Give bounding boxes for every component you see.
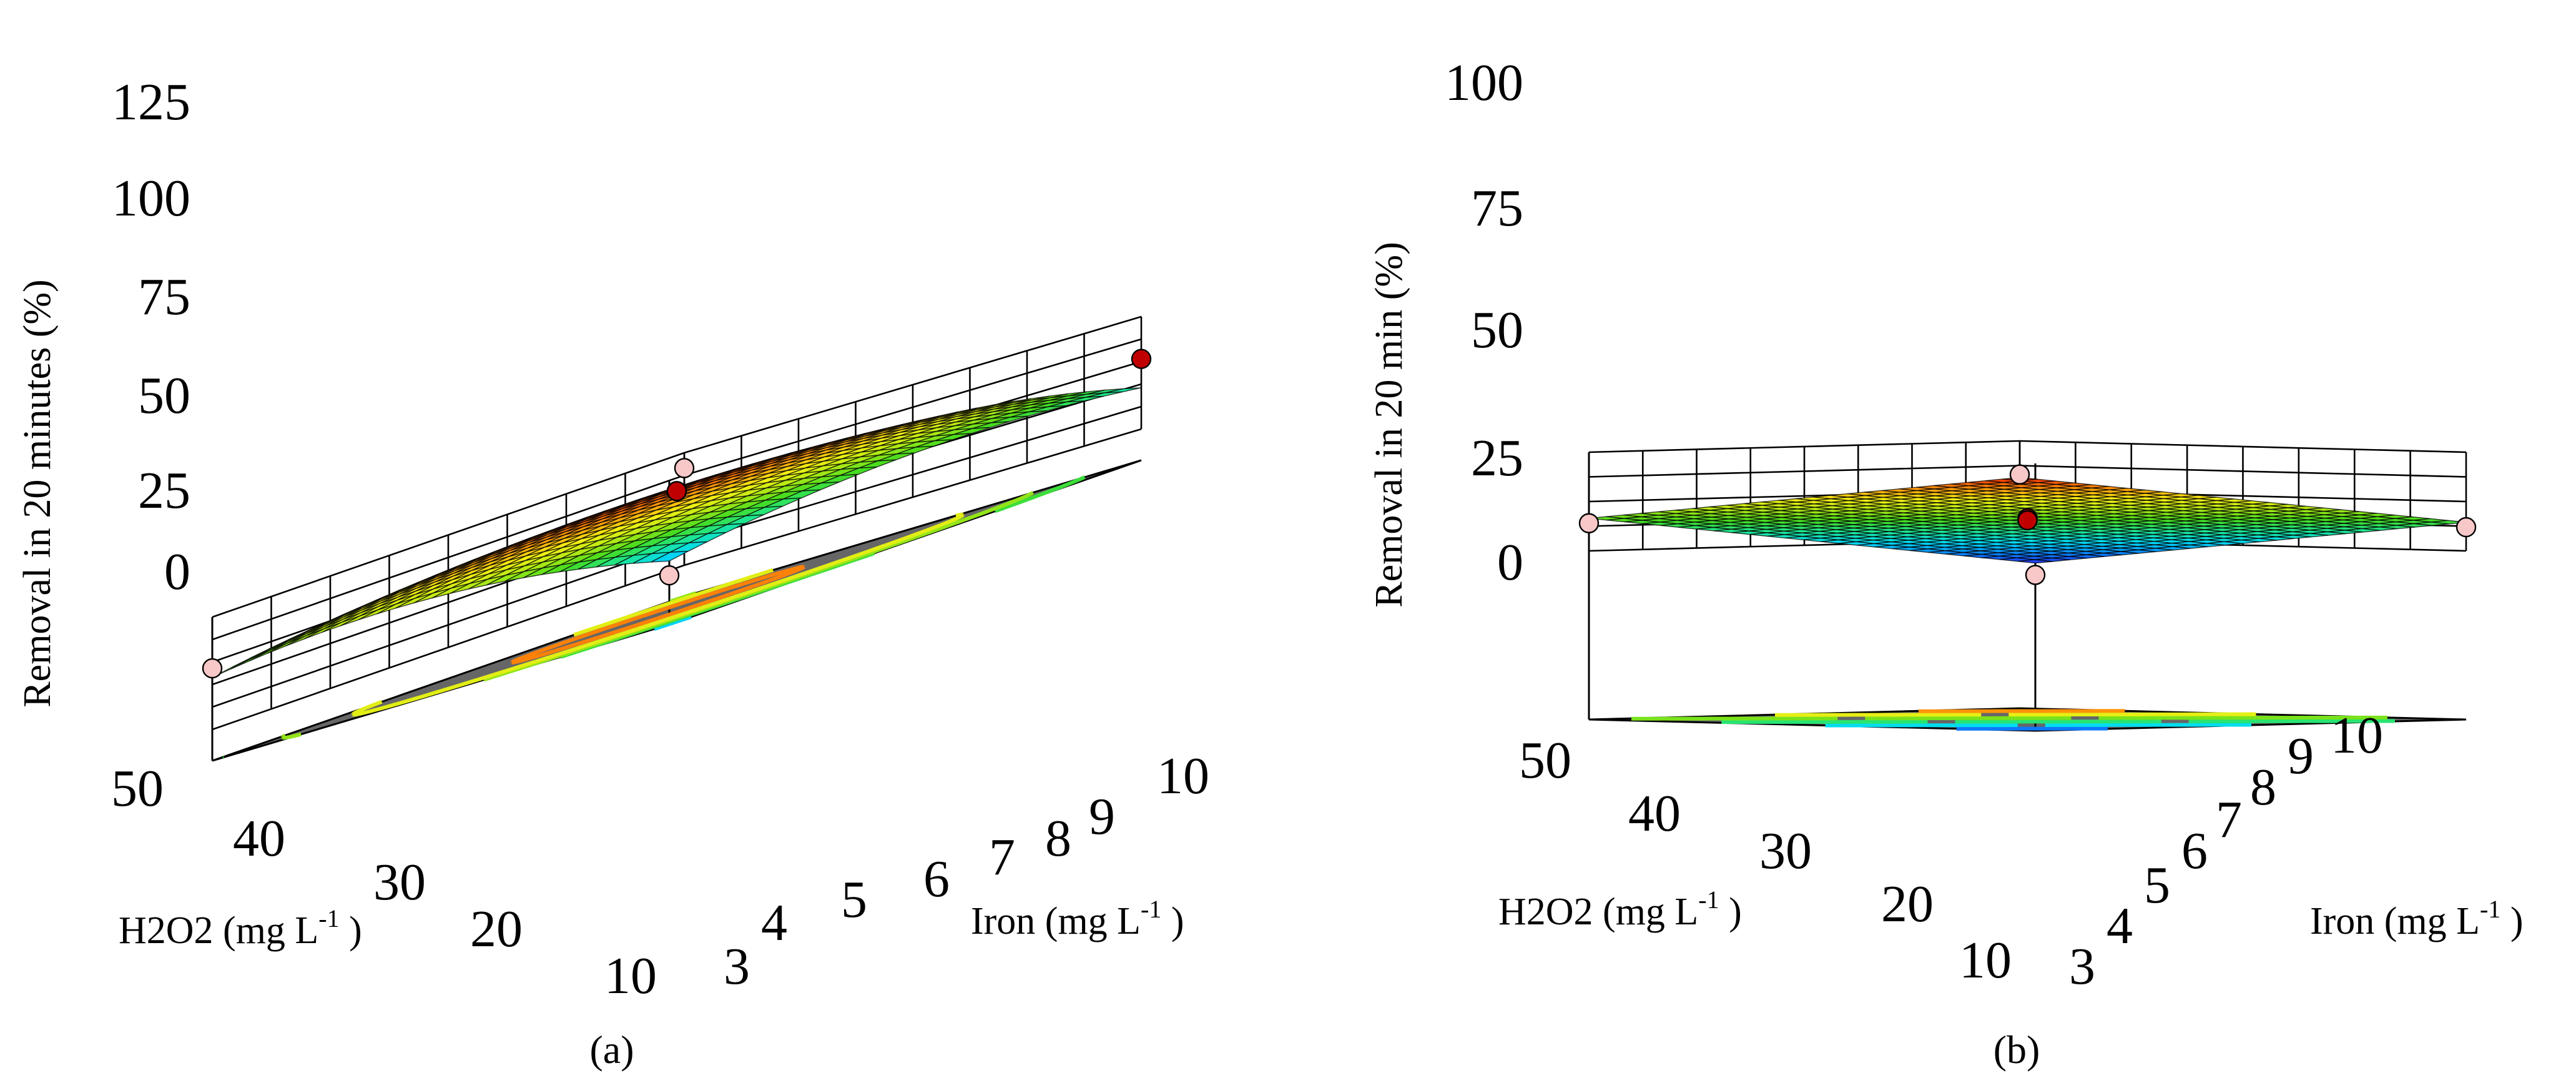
design-point: [2025, 565, 2046, 585]
wall-grid-line: [212, 315, 1142, 618]
y-axis-label-main: H2O2 (mg L: [1498, 891, 1698, 933]
x-axis-label: Iron (mg L-1 ): [2310, 895, 2524, 942]
x-tick-label: 10: [2331, 706, 2383, 764]
x-axis-label-superscript: -1: [2480, 895, 2500, 923]
x-tick-label: 5: [2144, 856, 2170, 914]
x-axis-label-main: Iron (mg L: [971, 900, 1141, 942]
z-axis-label: Removal in 20 minutes (%): [16, 279, 59, 707]
y-axis-label-close: ): [340, 909, 362, 952]
x-axis-label-close: ): [1161, 900, 1184, 942]
design-point: [202, 658, 223, 679]
z-tick-label: 75: [138, 268, 190, 326]
surface-mesh: [1588, 477, 2467, 564]
z-tick-label: 100: [1445, 54, 1523, 112]
panel-a-surface-plot: 0 25 50 75 100 125 34 5 6 7 8 9 10 10 20 30 40 50 Iron (mg…: [16, 73, 1209, 1072]
y-tick-label: 20: [470, 900, 523, 958]
contour-line: [654, 615, 692, 631]
y-axis-label-superscript: -1: [1698, 886, 1719, 914]
x-tick-label: 7: [2216, 791, 2242, 849]
design-point: [2456, 517, 2477, 538]
wall-grid-line: [1588, 440, 2467, 453]
y-axis-label: H2O2 (mg L-1 ): [119, 904, 362, 952]
y-axis-label: H2O2 (mg L-1 ): [1498, 886, 1742, 933]
contour-line: [1721, 719, 2395, 725]
design-point: [666, 481, 687, 502]
y-axis-label-superscript: -1: [318, 904, 339, 932]
x-tick-label: 8: [1045, 809, 1071, 868]
x-tick-label: 5: [841, 871, 867, 929]
x-tick-label: 3: [724, 937, 750, 996]
design-point: [1578, 513, 1600, 533]
design-point: [674, 458, 695, 478]
y-tick-label: 30: [1759, 822, 1812, 880]
y-tick-label: 50: [111, 759, 164, 818]
contour-line: [350, 512, 966, 717]
x-tick-label: 4: [2107, 897, 2133, 955]
y-tick-label: 10: [1959, 931, 2012, 989]
x-tick-label: 6: [2181, 822, 2208, 880]
z-tick-label: 50: [1471, 301, 1523, 359]
design-point: [1131, 349, 1152, 369]
design-point: [2009, 464, 2030, 485]
surface-mesh: [212, 387, 1142, 678]
x-tick-label: 10: [1157, 747, 1209, 805]
wall-grid-line: [212, 428, 1142, 731]
contour-line: [1631, 715, 2387, 721]
z-tick-label: 0: [164, 543, 190, 601]
x-axis-label-superscript: -1: [1141, 895, 1161, 923]
contour-line: [509, 565, 806, 665]
y-tick-label: 40: [233, 809, 285, 868]
x-tick-label: 7: [989, 828, 1015, 886]
z-tick-label: 0: [1497, 533, 1523, 591]
y-tick-label: 40: [1628, 784, 1681, 843]
z-axis-label: Removal in 20 min (%): [1368, 242, 1410, 607]
panel-caption: (a): [589, 1027, 634, 1072]
x-tick-label: 9: [1089, 788, 1115, 846]
z-tick-label: 25: [1471, 429, 1523, 487]
z-tick-label: 125: [112, 73, 190, 131]
design-point: [2017, 510, 2038, 531]
x-tick-label: 3: [2069, 937, 2095, 996]
z-tick-label: 50: [138, 367, 190, 425]
surface-patch: [2017, 559, 2053, 564]
x-tick-label: 8: [2250, 758, 2276, 816]
x-axis-label: Iron (mg L-1 ): [971, 895, 1184, 942]
x-tick-label: 6: [923, 850, 950, 908]
x-axis-label-close: ): [2500, 900, 2523, 942]
y-tick-label: 50: [1519, 731, 1571, 789]
z-tick-label: 25: [138, 462, 190, 520]
y-tick-label: 10: [604, 947, 657, 1005]
z-tick-label: 100: [112, 169, 190, 227]
y-tick-label: 20: [1881, 875, 1934, 933]
z-tick-label: 75: [1471, 179, 1523, 237]
x-tick-label: 4: [761, 894, 787, 952]
design-point: [659, 565, 680, 586]
panel-caption: (b): [1993, 1027, 2040, 1072]
y-axis-label-main: H2O2 (mg L: [119, 909, 318, 952]
y-axis-label-close: ): [1719, 891, 1742, 933]
y-tick-label: 30: [373, 853, 426, 911]
x-axis-label-main: Iron (mg L: [2310, 900, 2480, 942]
x-tick-label: 9: [2288, 727, 2314, 785]
